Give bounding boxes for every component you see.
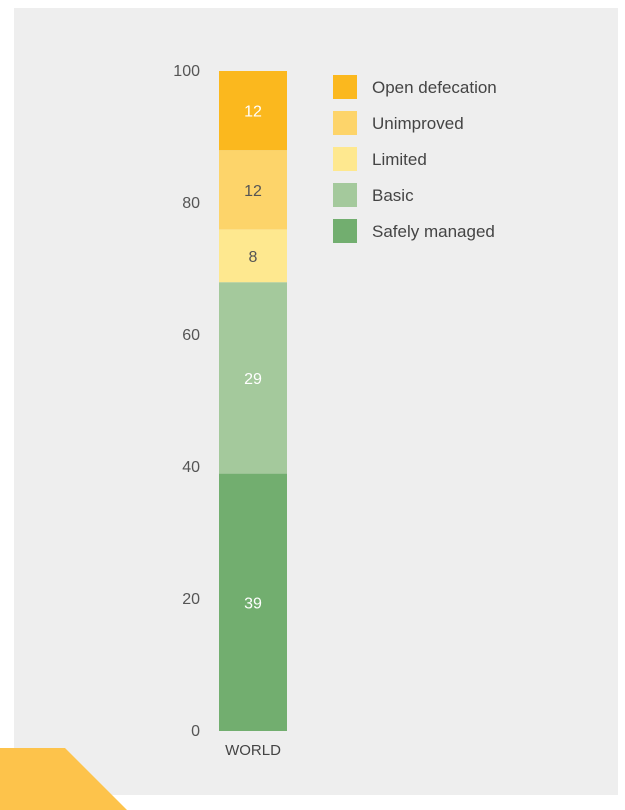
bar-segment <box>219 473 287 731</box>
bar-segment <box>219 229 287 283</box>
bar-segment <box>219 71 287 151</box>
bar-segments: 39 29 8 12 12 <box>219 71 287 731</box>
legend-label: Open defecation <box>372 78 497 97</box>
legend-label: Safely managed <box>372 222 495 241</box>
y-tick-label: 60 <box>182 327 200 344</box>
legend: Open defecation Unimproved Limited Basic Saf… <box>333 75 497 243</box>
x-tick-label: WORLD <box>225 742 281 759</box>
legend-label: Limited <box>372 150 427 169</box>
data-label: 29 <box>244 371 262 388</box>
x-axis: WORLD <box>225 742 281 759</box>
data-label: 12 <box>244 104 262 121</box>
y-tick-label: 40 <box>182 459 200 476</box>
chart-panel <box>14 8 618 795</box>
data-label: 39 <box>244 595 262 612</box>
bar-segment <box>219 150 287 230</box>
legend-swatch <box>333 219 357 243</box>
y-tick-label: 20 <box>182 591 200 608</box>
y-tick-label: 0 <box>191 723 200 740</box>
legend-swatch <box>333 111 357 135</box>
y-axis: 0 20 40 60 80 100 <box>173 63 200 740</box>
legend-swatch <box>333 75 357 99</box>
data-label: 8 <box>249 249 258 266</box>
data-label: 12 <box>244 183 262 200</box>
corner-decoration <box>0 748 127 810</box>
legend-swatch <box>333 147 357 171</box>
y-tick-label: 80 <box>182 195 200 212</box>
legend-label: Unimproved <box>372 114 464 133</box>
legend-label: Basic <box>372 186 414 205</box>
y-tick-label: 100 <box>173 63 200 80</box>
bar-segment <box>219 282 287 474</box>
legend-swatch <box>333 183 357 207</box>
